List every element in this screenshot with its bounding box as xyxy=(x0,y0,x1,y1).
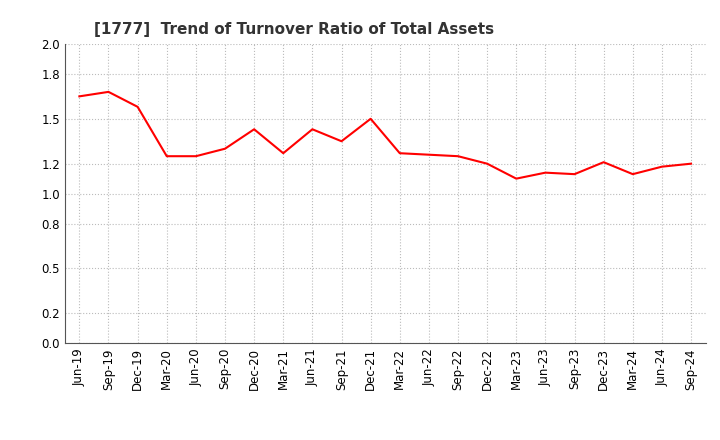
Text: [1777]  Trend of Turnover Ratio of Total Assets: [1777] Trend of Turnover Ratio of Total … xyxy=(94,22,494,37)
